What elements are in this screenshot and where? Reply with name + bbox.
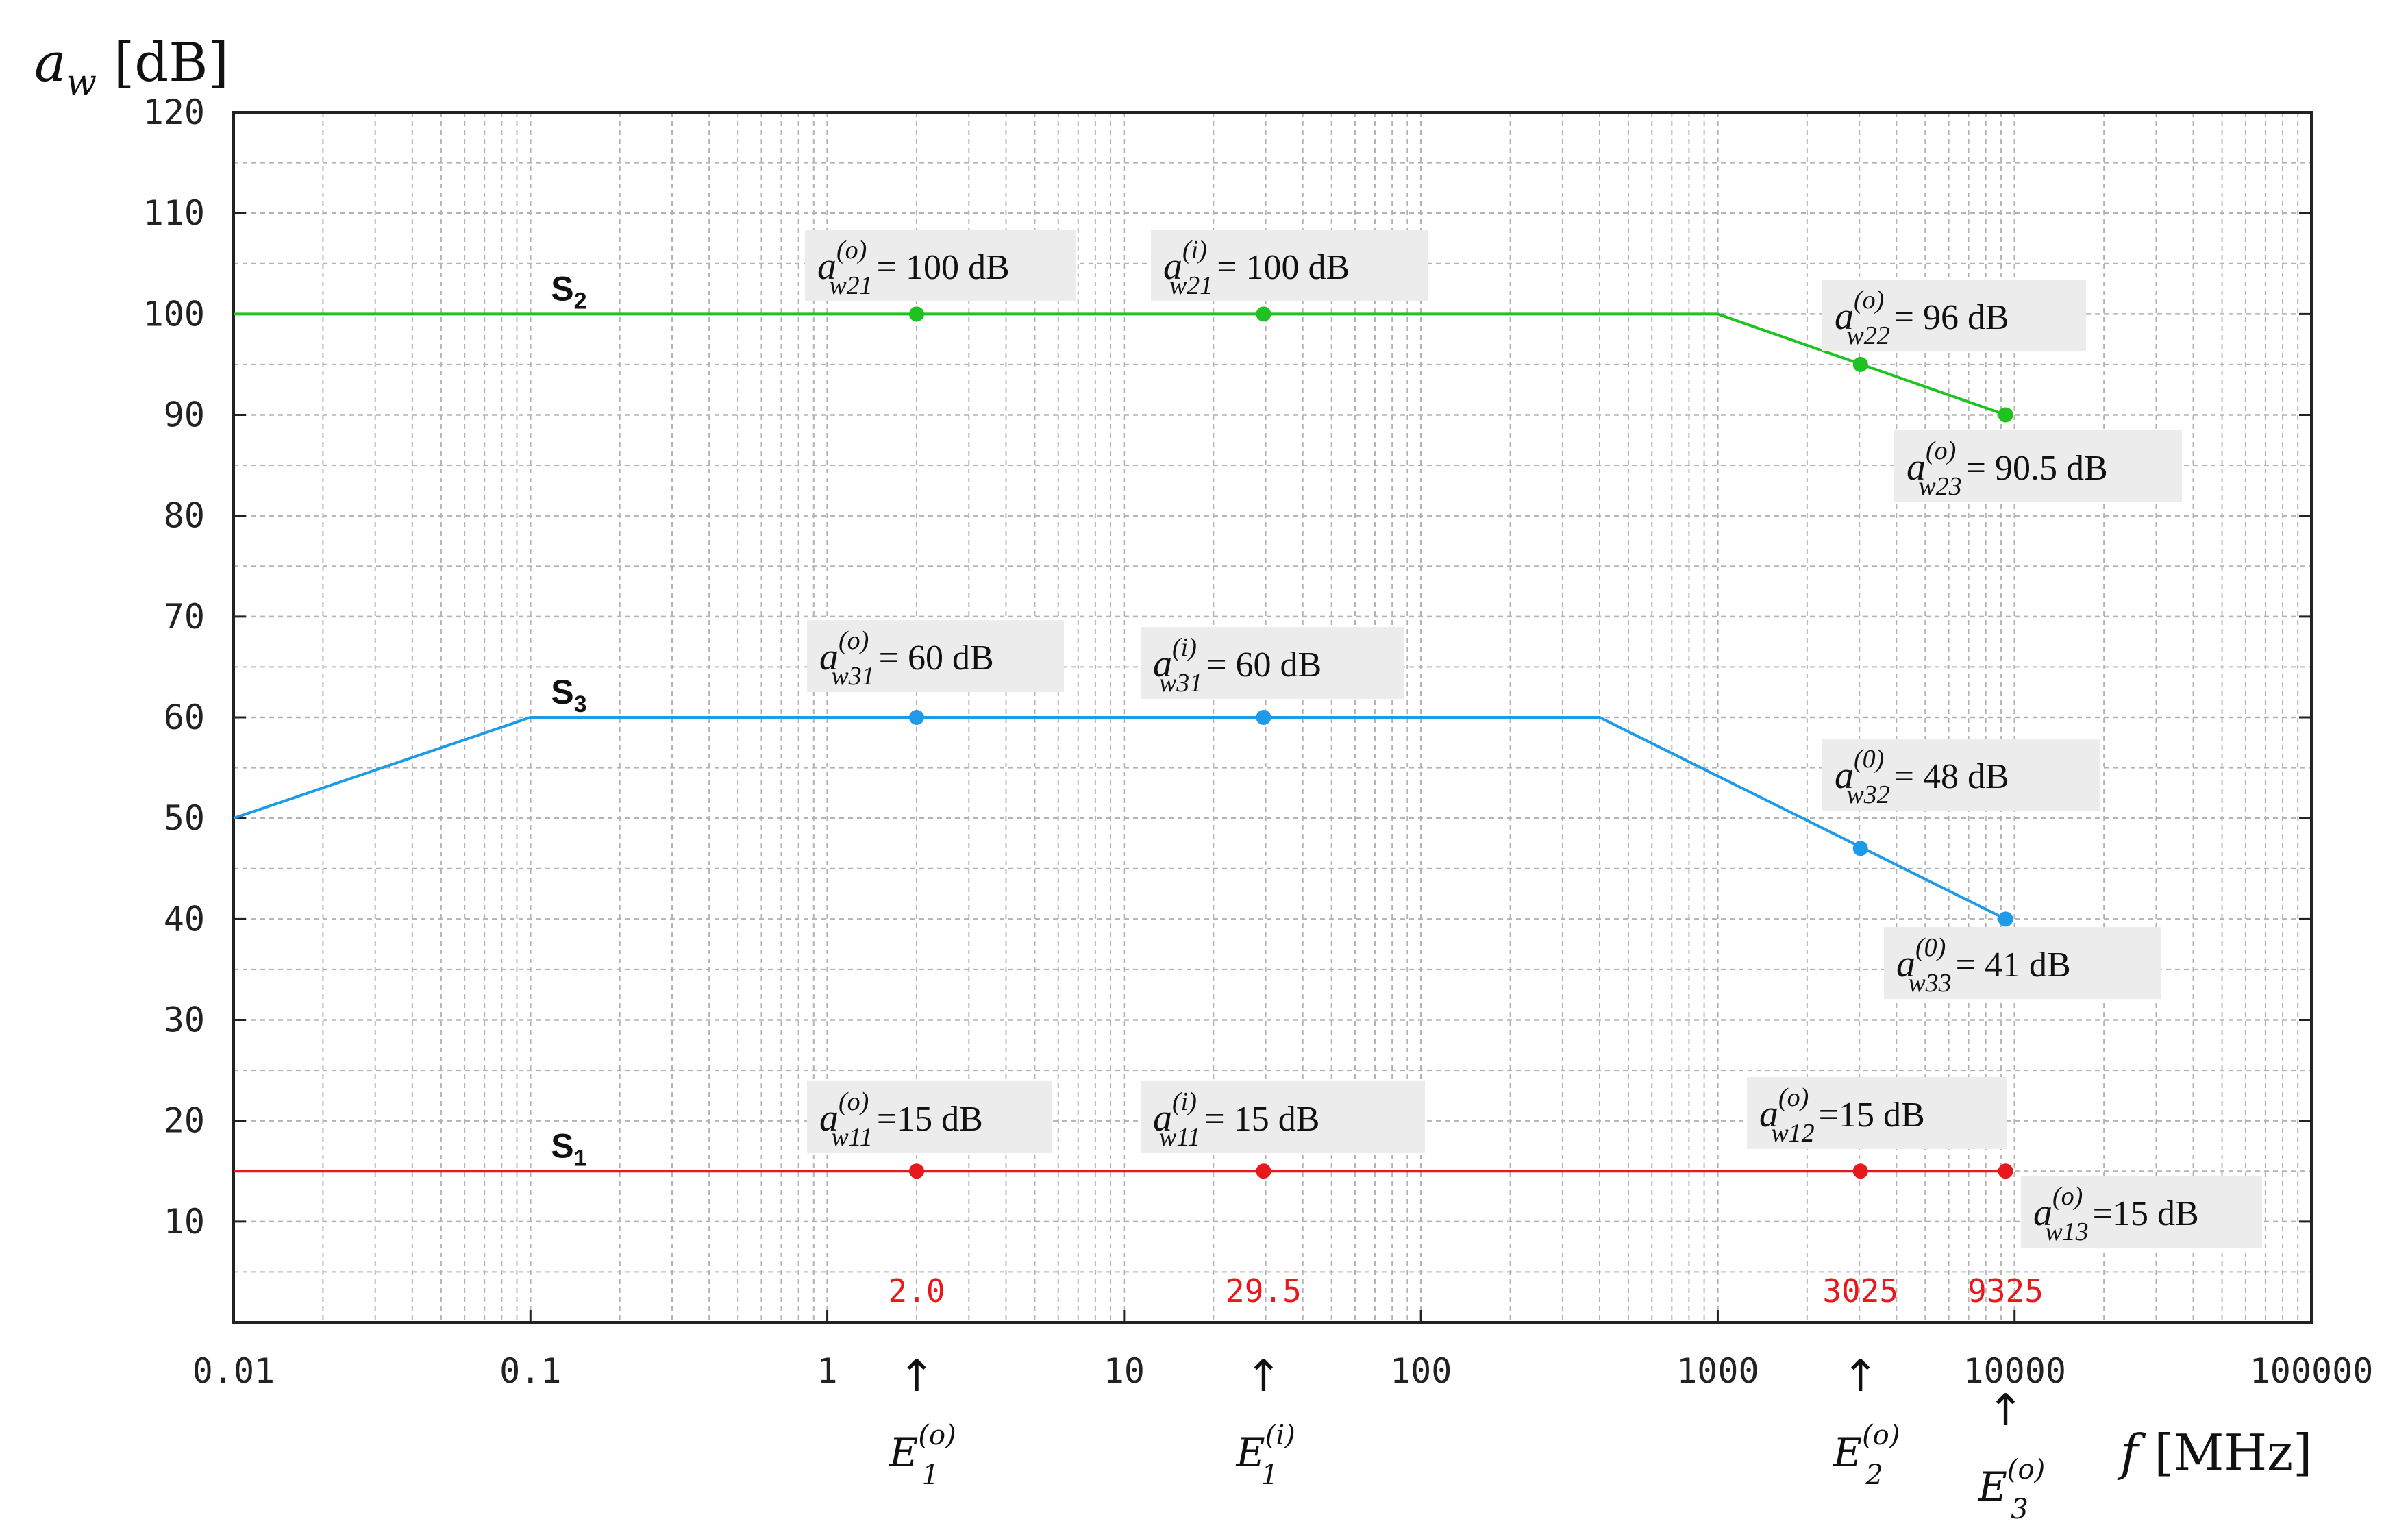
data-point-s1 [1998,1163,2013,1179]
annotation-aw11i: a(i) w11 = 15 dB [1141,1081,1425,1153]
frequency-arrow: ↑ [1987,1385,2024,1436]
frequency-arrow: ↑ [1842,1351,1879,1402]
annotation-aw21i: a(i) w21 = 100 dB [1151,230,1428,301]
annotation-box [1822,739,2100,811]
frequency-value-label: 3025 [1822,1272,1898,1309]
x-tick-label: 100000 [2250,1351,2374,1391]
x-tick-label: 1 [817,1351,838,1391]
annotation-aw22o: a(o) w22 = 96 dB [1822,280,2086,351]
y-tick-label: 90 [164,395,205,435]
y-axis-title: aw [dB] [34,32,229,103]
data-point-s2 [1852,356,1868,372]
frequency-value-label: 9325 [1968,1272,2044,1309]
y-tick-label: 30 [164,1000,205,1040]
data-point-s3 [1852,841,1868,856]
data-point-s3 [909,710,925,725]
series-lines: S1 S2 S3 [233,269,2013,1179]
y-tick-label: 20 [164,1101,205,1141]
annotation-box [1894,430,2182,502]
annotation-box [1822,280,2086,351]
x-axis-ticks: 0.01 0.1 1 10 100 1000 10000 100000 [193,1310,2374,1391]
annotation-label: a(o) w13 =15 dB [2033,1182,2199,1246]
annotation-label: a(o) w21 = 100 dB [817,236,1010,300]
frequency-marker-label: E(o) 1 [889,1420,956,1491]
y-tick-label: 50 [164,798,205,838]
annotation-aw31o: a(o) w31 = 60 dB [807,620,1064,692]
annotation-label: a(i) w21 = 100 dB [1163,236,1350,300]
annotation-label: a(0) w33 = 41 dB [1896,933,2071,998]
annotation-label: a(0) w32 = 48 dB [1835,745,2009,809]
y-tick-label: 80 [164,496,205,536]
y-axis-ticks: 10 20 30 40 50 60 70 80 90 100 110 120 [143,92,2311,1242]
annotation-aw12o: a(o) w12 =15 dB [1747,1077,2007,1149]
frequency-marker-label: E(o) 3 [1978,1454,2046,1525]
y-tick-label: 40 [164,899,205,939]
frequency-marker-label: E(i) 1 [1235,1420,1295,1491]
data-point-s2 [909,306,925,322]
annotation-label: a(o) w12 =15 dB [1759,1083,1925,1148]
axis-titles: aw [dB] f [MHz] [34,32,2312,1481]
annotation-box [807,1081,1052,1153]
series-label-s2: S2 [551,269,586,314]
data-point-s1 [1256,1163,1271,1179]
series-label-s3: S3 [551,673,586,717]
x-tick-label: 10 [1104,1351,1145,1391]
y-tick-label: 110 [143,193,205,233]
annotations: a(o) w21 = 100 dB a(i) w21 = 100 dB a(o) w22 = 9… [805,230,2262,1248]
annotation-aw23o: a(o) w23 = 90.5 dB [1894,430,2182,502]
annotation-box [2021,1176,2262,1248]
frequency-arrow: ↑ [898,1351,935,1402]
annotation-box [1747,1077,2007,1149]
annotation-label: a(o) w23 = 90.5 dB [1907,436,2108,501]
annotation-label: a(i) w11 = 15 dB [1153,1087,1319,1152]
y-tick-label: 120 [143,92,205,132]
x-tick-label: 100 [1390,1351,1452,1391]
x-tick-label: 1000 [1676,1351,1759,1391]
annotation-aw33o: a(0) w33 = 41 dB [1884,927,2161,999]
annotation-aw11o: a(o) w11 =15 dB [807,1081,1052,1153]
data-point-s1 [909,1163,925,1179]
annotation-aw13o: a(o) w13 =15 dB [2021,1176,2262,1248]
x-axis-title: f [MHz] [2117,1424,2312,1481]
annotation-box [1141,1081,1425,1153]
y-tick-label: 60 [164,698,205,737]
x-tick-label: 10000 [1963,1351,2066,1391]
data-point-s2 [1256,306,1271,322]
annotation-box [1141,627,1404,699]
data-point-s3 [1998,911,2013,927]
frequency-value-label: 29.5 [1226,1272,1302,1309]
series-label-s1: S1 [551,1126,586,1171]
y-tick-label: 100 [143,294,205,334]
annotation-box [807,620,1064,692]
series-line-s2 [234,312,2007,417]
y-tick-label: 70 [164,597,205,637]
annotation-box [805,230,1076,301]
annotation-box [1151,230,1428,301]
frequency-marker-label: E(o) 2 [1833,1420,1900,1491]
data-point-s3 [1256,710,1271,725]
annotation-label: a(o) w22 = 96 dB [1835,286,2009,350]
annotation-label: a(o) w11 =15 dB [819,1087,983,1152]
x-tick-label: 0.01 [193,1351,275,1391]
data-point-s2 [1998,407,2013,423]
annotation-label: a(o) w31 = 60 dB [819,626,994,691]
y-tick-label: 10 [164,1202,205,1242]
frequency-value-label: 2.0 [888,1272,945,1309]
annotation-box [1884,927,2161,999]
frequency-markers: 2.0 ↑ E(o) 1 29.5 ↑ E(i) 1 3025 ↑ E(o) 2 9325 ↑ E(o) 3 [888,1272,2045,1525]
x-tick-label: 0.1 [499,1351,561,1391]
annotation-aw32o: a(0) w32 = 48 dB [1822,739,2100,811]
annotation-label: a(i) w31 = 60 dB [1153,633,1321,698]
annotation-aw31i: a(i) w31 = 60 dB [1141,627,1404,699]
series-line-s3 [233,716,2007,921]
annotation-aw21o: a(o) w21 = 100 dB [805,230,1076,301]
frequency-arrow: ↑ [1245,1351,1282,1402]
data-point-s1 [1852,1163,1868,1179]
